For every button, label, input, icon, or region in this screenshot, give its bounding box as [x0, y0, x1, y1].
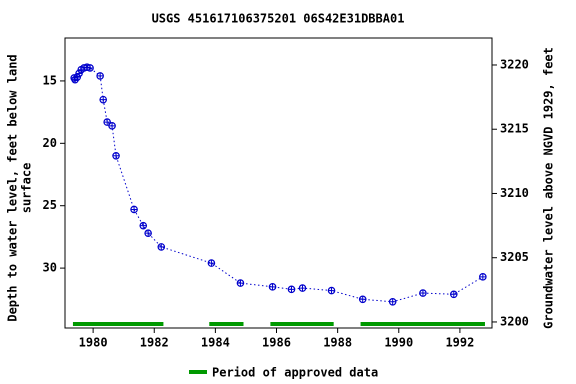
data-point [358, 295, 367, 304]
data-point [144, 229, 152, 237]
point-cross [389, 298, 396, 305]
data-point [298, 284, 307, 292]
point-cross [145, 230, 152, 237]
y-axis-label: surface [20, 163, 34, 214]
y2-tick-label: 3220 [500, 57, 529, 71]
point-cross [109, 122, 116, 129]
point-cross [97, 72, 104, 79]
point-cross [100, 96, 107, 103]
x-tick-label: 1990 [384, 336, 413, 350]
data-point [287, 285, 296, 294]
point-cross [359, 296, 366, 303]
data-point [388, 297, 397, 306]
y-tick-label: 30 [43, 261, 57, 275]
y-tick-label: 25 [43, 198, 57, 212]
data-point [96, 72, 104, 80]
point-cross [131, 206, 138, 213]
chart-title: USGS 451617106375201 06S42E31DBBA01 [152, 12, 405, 26]
plot-frame [64, 37, 493, 329]
y2-tick-label: 3210 [500, 186, 529, 200]
data-point [207, 259, 216, 267]
data-point [419, 289, 427, 297]
point-cross [288, 286, 295, 293]
data-point [479, 273, 487, 281]
data-point [236, 279, 245, 287]
data-point [130, 205, 138, 214]
data-point [449, 290, 458, 299]
series-line [73, 66, 484, 303]
point-cross [237, 280, 244, 287]
x-tick-label: 1988 [323, 336, 352, 350]
data-point [103, 118, 111, 126]
point-cross [140, 222, 147, 229]
data-point [157, 243, 166, 251]
x-tick-label: 1984 [201, 336, 230, 350]
point-cross [158, 243, 165, 250]
point-cross [328, 287, 335, 294]
point-cross [299, 285, 306, 292]
data-point [99, 95, 108, 104]
legend-label: Period of approved data [212, 366, 378, 380]
point-cross [208, 260, 215, 267]
data-point [86, 64, 94, 72]
y2-axis-label: Groundwater level above NGVD 1929, feet [542, 47, 556, 329]
point-cross [269, 283, 276, 290]
data-point [327, 286, 336, 295]
y-tick-label: 15 [43, 73, 57, 87]
point-cross [419, 290, 426, 297]
point-cross [87, 64, 94, 71]
point-cross [104, 119, 111, 126]
data-point [268, 283, 277, 291]
data-point [112, 151, 120, 160]
y-axis-label: Depth to water level, feet below land [6, 54, 20, 321]
y-tick-label: 20 [43, 136, 57, 150]
data-point [108, 122, 116, 130]
y2-tick-label: 3200 [500, 314, 529, 328]
x-tick-label: 1982 [140, 336, 169, 350]
data-point [73, 73, 82, 81]
x-tick-label: 1992 [445, 336, 474, 350]
point-cross [450, 291, 457, 298]
point-cross [113, 152, 120, 159]
x-tick-label: 1980 [79, 336, 108, 350]
y2-tick-label: 3215 [500, 122, 529, 136]
x-tick-label: 1986 [262, 336, 291, 350]
point-cross [479, 273, 486, 280]
y2-tick-label: 3205 [500, 250, 529, 264]
data-point [75, 69, 83, 78]
data-point [139, 221, 148, 230]
